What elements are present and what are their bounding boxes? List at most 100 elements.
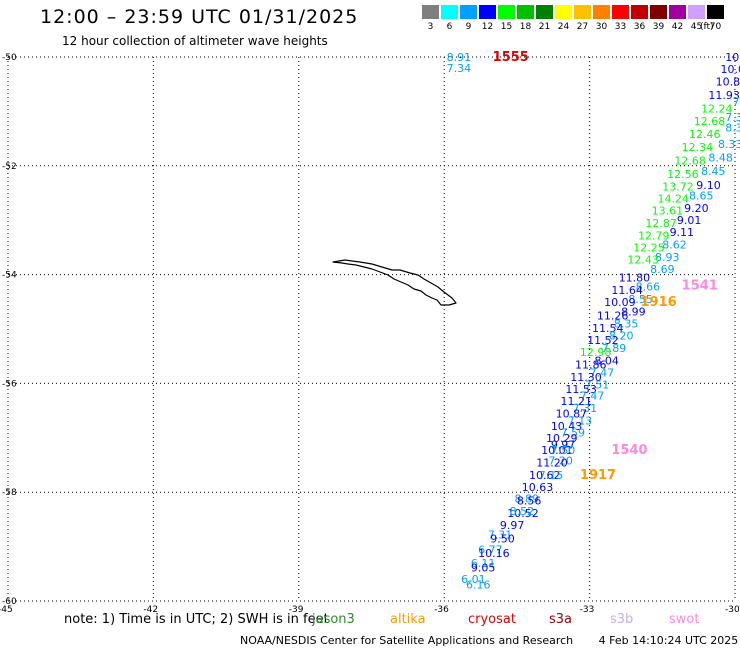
scale-swatch — [422, 5, 439, 19]
scale-swatch — [707, 5, 724, 19]
wave-height-label: 7.47 — [580, 389, 605, 402]
wave-height-label: 8.89 — [514, 493, 539, 506]
wave-height-label: 7.59 — [561, 426, 586, 439]
wave-height-label: 7.20 — [548, 455, 573, 468]
footer: NOAA/NESDIS Center for Satellite Applica… — [240, 634, 740, 647]
wave-height-label: 8.69 — [650, 263, 675, 276]
scale-swatch — [612, 5, 629, 19]
south-georgia-island-outline — [332, 259, 457, 306]
footer-organization: NOAA/NESDIS Center for Satellite Applica… — [240, 634, 574, 647]
wave-height-label: 11.52 — [587, 334, 619, 347]
wave-height-label: 8.65 — [689, 190, 714, 203]
satellite-legend-jason3: jason3 — [312, 612, 355, 627]
lon-tick-label: -39 — [289, 605, 304, 615]
wave-height-label: 8.52 — [510, 505, 535, 518]
lat-tick-label: -52 — [2, 162, 17, 172]
scale-swatch — [536, 5, 553, 19]
wave-height-label: 7.3 — [733, 96, 740, 109]
scale-unit-label: (ft) — [700, 22, 714, 32]
pass-time-label: 1540 — [611, 443, 647, 458]
satellite-legend-cryosat: cryosat — [468, 612, 516, 627]
wave-height-label: 10.29 — [546, 432, 578, 445]
wave-height-label: 10.52 — [507, 507, 539, 520]
scale-label: 39 — [652, 22, 665, 32]
scale-swatch — [593, 5, 610, 19]
scale-swatch — [688, 5, 705, 19]
lon-tick-label: -45 — [0, 605, 13, 615]
lon-tick-label: -30 — [725, 605, 740, 615]
wave-height-label: 8.45 — [701, 165, 726, 178]
wave-height-label: 9.20 — [684, 202, 709, 215]
scale-label: 30 — [595, 22, 608, 32]
scale-label: 45 — [690, 22, 703, 32]
scale-swatch — [479, 5, 496, 19]
scale-label: 9 — [465, 22, 472, 32]
wave-height-label: 11.26 — [597, 309, 629, 322]
lon-tick-label: -42 — [143, 605, 158, 615]
wave-height-label: 12.43 — [627, 253, 659, 266]
wave-height-label: 12.68 — [674, 154, 706, 167]
wave-height-label: 10.62 — [529, 469, 561, 482]
scale-label: 33 — [614, 22, 627, 32]
scale-label: 15 — [500, 22, 513, 32]
wave-height-label: 10.16 — [478, 547, 510, 560]
wave-height-label: 9.01 — [677, 214, 702, 227]
wave-height-label: 11.54 — [592, 322, 624, 335]
scale-swatch — [460, 5, 477, 19]
wave-height-label: 8.55 — [628, 293, 653, 306]
wave-height-label: 11.93 — [708, 89, 740, 102]
wave-height-label: 7.15 — [539, 469, 564, 482]
scale-swatch — [631, 5, 648, 19]
wave-height-label: 11.64 — [611, 284, 643, 297]
wave-height-label: 12.25 — [633, 241, 665, 254]
wave-height-label: 11.80 — [619, 271, 651, 284]
satellite-legend-altika: altika — [390, 612, 426, 627]
wave-height-label: 6.11 — [471, 557, 496, 570]
wave-height-label: 8.20 — [609, 330, 634, 343]
wave-height-label: 6.01 — [461, 573, 486, 586]
wave-height-label: 9.11 — [670, 226, 695, 239]
wave-height-label: 9.97 — [551, 438, 576, 451]
lat-tick-label: -58 — [2, 488, 17, 498]
wave-height-label: 12.24 — [701, 103, 733, 116]
wave-height-label: 12.34 — [682, 141, 714, 154]
satellite-legend-s3a: s3a — [549, 612, 573, 627]
wave-height-label: 12.79 — [638, 229, 670, 242]
scale-label: 36 — [633, 22, 646, 32]
wave-height-label: 6.16 — [466, 579, 491, 592]
wave-height-label: 10.43 — [551, 420, 583, 433]
wave-height-label: 7.31 — [573, 402, 598, 415]
wave-height-label: 7.13 — [568, 414, 593, 427]
wave-height-label: 13.61 — [652, 204, 684, 217]
wave-height-label: 7.51 — [585, 378, 610, 391]
wave-height-label: 12.98 — [580, 346, 612, 359]
wave-height-label: 7.31 — [488, 529, 513, 542]
map-title: 12:00 – 23:59 UTC 01/31/2025 — [40, 6, 359, 28]
scale-swatch — [498, 5, 515, 19]
wave-height-label: 10.87 — [556, 407, 588, 420]
wave-height-label: 10.63 — [522, 481, 554, 494]
scale-label: 6 — [446, 22, 453, 32]
wave-height-label: 7.3 — [725, 111, 740, 124]
wave-height-label: 11.21 — [561, 395, 593, 408]
wave-height-label: 10.61 — [725, 51, 740, 64]
wave-height-label: 8.56 — [517, 494, 542, 507]
wave-height-label: 8.99 — [621, 306, 646, 319]
scale-swatch — [555, 5, 572, 19]
scale-label: 70 — [709, 22, 722, 32]
wave-height-label: 12.46 — [689, 128, 721, 141]
wave-height-label: 7.89 — [602, 342, 627, 355]
axis-tick-labels: -50 -52 -54 -56 -58 -60-45 -42 -39 -36 -33 -30 — [0, 53, 740, 615]
wave-height-label: 12.68 — [694, 115, 726, 128]
wave-height-label: 8.91 — [447, 51, 472, 64]
scale-swatch — [574, 5, 591, 19]
wave-height-label: 8.66 — [636, 281, 661, 294]
footer-timestamp: 4 Feb 14:10:24 UTC 2025 — [598, 634, 739, 647]
scale-label: 12 — [481, 22, 494, 32]
wave-height-label: 6.77 — [478, 543, 503, 556]
wave-height-label: 8.33 — [718, 138, 740, 151]
lon-tick-label: -36 — [434, 605, 449, 615]
wave-height-label: 8.62 — [662, 239, 687, 252]
scale-label: 42 — [671, 22, 684, 32]
